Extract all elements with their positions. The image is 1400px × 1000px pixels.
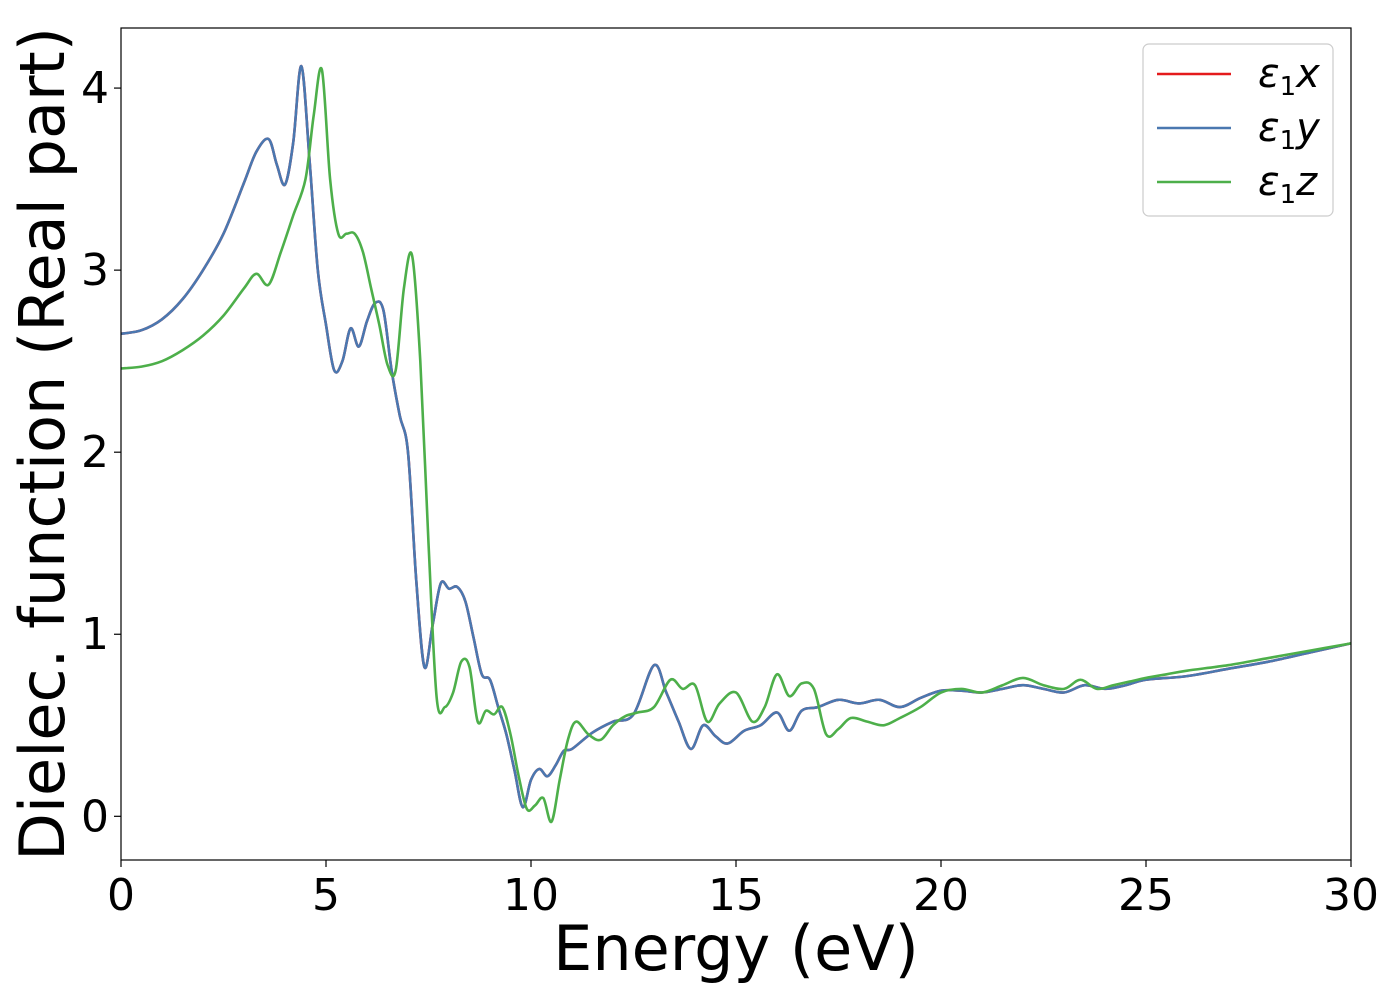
y-tick-label: 3 [81, 245, 109, 296]
x-tick-label: 25 [1118, 870, 1174, 921]
y-tick-label: 1 [81, 609, 109, 660]
x-tick-label: 5 [312, 870, 340, 921]
y-axis-ticks: 0 1 2 3 4 [81, 63, 121, 842]
x-tick-label: 0 [107, 870, 135, 921]
y-tick-label: 0 [81, 791, 109, 842]
x-axis-title: Energy (eV) [553, 912, 919, 985]
y-tick-label: 2 [81, 427, 109, 478]
x-tick-label: 10 [503, 870, 559, 921]
x-tick-label: 30 [1323, 870, 1379, 921]
x-axis-ticks: 0 5 10 15 20 25 30 [107, 860, 1379, 921]
x-tick-label: 15 [708, 870, 764, 921]
legend-label-x: ε1x [1258, 51, 1320, 102]
series-layer [121, 64, 1351, 824]
y-axis-title: Dielec. function (Real part) [6, 27, 79, 861]
legend-box [1142, 43, 1334, 217]
y-tick-label: 4 [81, 63, 109, 114]
series-line-y [121, 64, 1351, 809]
legend-label-y: ε1y [1258, 105, 1321, 156]
series-line-z [121, 66, 1351, 824]
x-tick-label: 20 [913, 870, 969, 921]
legend-label-z: ε1z [1258, 159, 1318, 210]
